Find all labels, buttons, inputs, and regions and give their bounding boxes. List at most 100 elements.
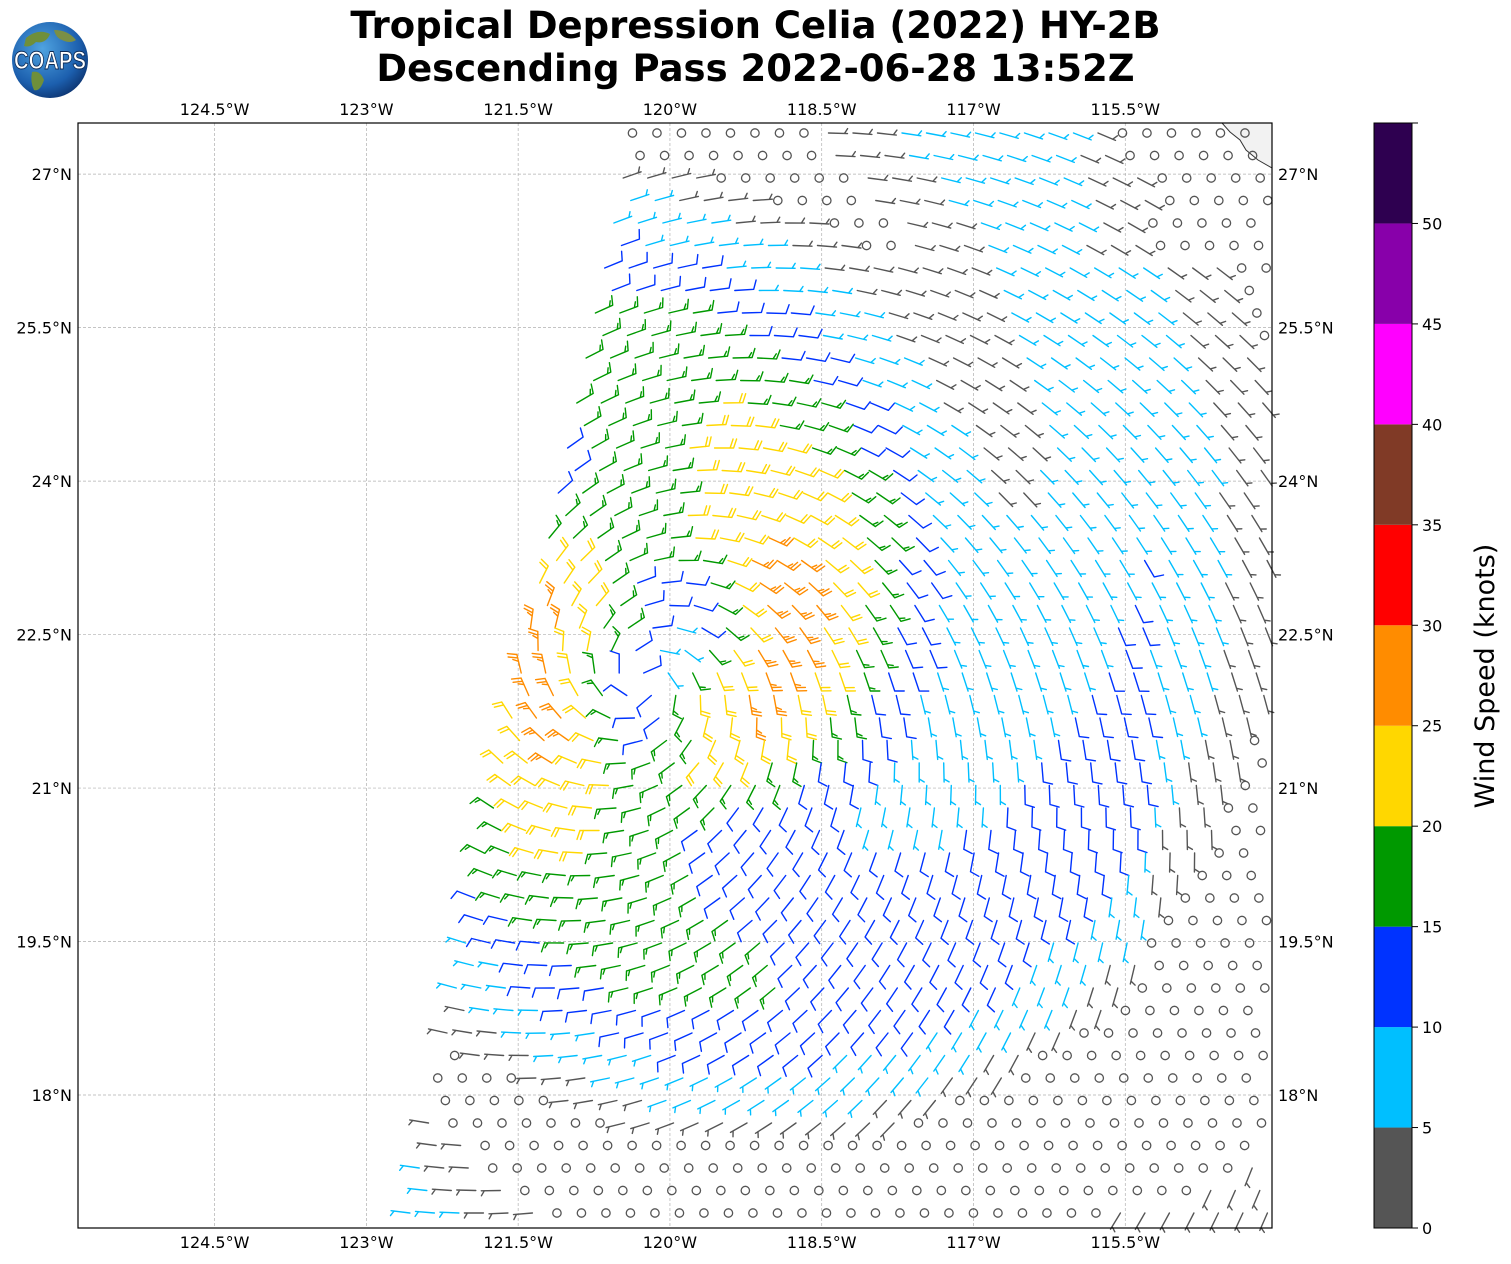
- calm-wind-marker: [1177, 1028, 1187, 1038]
- wind-barb: [755, 418, 780, 429]
- wind-barb: [1069, 267, 1090, 278]
- wind-barb: [953, 649, 968, 669]
- calm-wind-marker: [544, 1185, 555, 1196]
- wind-barb: [675, 321, 697, 337]
- wind-barb: [614, 1077, 635, 1089]
- wind-barb: [1094, 267, 1115, 279]
- wind-barb: [990, 1077, 1002, 1098]
- wind-barb: [468, 1006, 490, 1014]
- wind-barb: [498, 962, 523, 973]
- calm-wind-marker: [610, 1163, 621, 1173]
- wind-barb: [1223, 649, 1236, 670]
- wind-barb: [1051, 1032, 1061, 1054]
- wind-barb: [1095, 199, 1117, 210]
- wind-barb: [955, 582, 972, 600]
- wind-barb: [695, 529, 720, 540]
- wind-barb: [677, 253, 699, 269]
- wind-barb: [755, 897, 770, 921]
- colorbar-tick-label: 30: [1422, 616, 1442, 635]
- wind-barb: [937, 672, 950, 692]
- calm-wind-marker: [1261, 263, 1272, 273]
- calm-wind-marker: [1231, 825, 1241, 836]
- wind-barb: [822, 333, 844, 340]
- wind-barb: [1221, 717, 1233, 738]
- wind-barb: [539, 702, 562, 719]
- wind-barb: [922, 1099, 937, 1120]
- wind-barb: [744, 942, 761, 965]
- calm-wind-marker: [1037, 1050, 1048, 1061]
- wind-barb: [534, 777, 560, 788]
- calm-wind-marker: [625, 1208, 636, 1218]
- wind-barb: [1129, 807, 1141, 831]
- wind-barb: [1104, 964, 1111, 986]
- lat-tick-label-right: 18°N: [1278, 1086, 1318, 1105]
- wind-barb: [1032, 447, 1052, 462]
- wind-barb: [888, 312, 910, 320]
- wind-barb: [868, 469, 894, 481]
- calm-wind-marker: [1180, 893, 1191, 903]
- calm-wind-marker: [1220, 938, 1230, 948]
- wind-barb: [1149, 649, 1163, 669]
- calm-wind-marker: [1149, 1163, 1160, 1173]
- calm-wind-marker: [757, 1163, 768, 1173]
- wind-barb: [968, 402, 989, 414]
- wind-barb: [929, 964, 940, 990]
- wind-barb: [946, 627, 961, 646]
- calm-wind-marker: [480, 1140, 490, 1151]
- wind-barb: [995, 627, 1010, 646]
- wind-barb: [924, 784, 932, 806]
- calm-wind-marker: [1017, 1208, 1028, 1218]
- wind-barb: [593, 874, 615, 889]
- calm-wind-marker: [627, 128, 638, 138]
- wind-barb: [1116, 334, 1137, 348]
- wind-barb: [1138, 469, 1156, 486]
- calm-wind-marker: [823, 1140, 833, 1151]
- calm-wind-marker: [1252, 960, 1263, 971]
- wind-barb: [674, 389, 696, 404]
- wind-barb: [799, 874, 811, 900]
- wind-barb: [945, 334, 967, 345]
- wind-barb: [591, 942, 614, 957]
- wind-barb: [1159, 604, 1174, 624]
- wind-barb: [685, 762, 700, 787]
- wind-barb: [947, 559, 965, 577]
- wind-barb: [1170, 492, 1187, 509]
- wind-barb: [711, 214, 732, 224]
- wind-barb: [657, 410, 678, 427]
- wind-barb: [795, 942, 810, 967]
- wind-barb: [831, 649, 851, 669]
- calm-wind-marker: [1229, 240, 1239, 251]
- wind-barb: [1122, 942, 1129, 964]
- wind-barb: [1051, 649, 1065, 669]
- calm-wind-marker: [748, 1208, 758, 1218]
- wind-barb: [808, 582, 833, 597]
- colorbar-bin: [1374, 1127, 1412, 1228]
- wind-barb: [721, 874, 738, 898]
- wind-barb: [924, 199, 946, 206]
- wind-barb: [757, 1054, 774, 1077]
- wind-barb: [1103, 222, 1124, 233]
- lat-tick-label-left: 19.5°N: [16, 933, 72, 952]
- calm-wind-marker: [561, 1163, 572, 1173]
- wind-barb: [927, 717, 938, 738]
- wind-barb: [845, 401, 871, 410]
- wind-barb: [696, 168, 717, 179]
- calm-wind-marker: [838, 1185, 849, 1196]
- wind-barb: [1122, 424, 1142, 440]
- wind-barb: [759, 582, 785, 595]
- calm-wind-marker: [642, 1185, 653, 1196]
- wind-barb: [650, 964, 670, 983]
- wind-barb: [805, 717, 817, 741]
- calm-wind-marker: [546, 1118, 556, 1128]
- calm-wind-marker: [1118, 1073, 1129, 1083]
- wind-barb: [1013, 537, 1031, 554]
- lon-tick-label-top: 121.5°W: [483, 100, 553, 119]
- wind-barb: [721, 462, 746, 473]
- calm-wind-marker: [921, 1140, 931, 1151]
- wind-barb: [1107, 379, 1127, 394]
- calm-wind-marker: [1259, 330, 1270, 341]
- ocean-background: [78, 123, 1272, 1228]
- wind-barb: [680, 829, 698, 852]
- wind-barb: [458, 914, 484, 924]
